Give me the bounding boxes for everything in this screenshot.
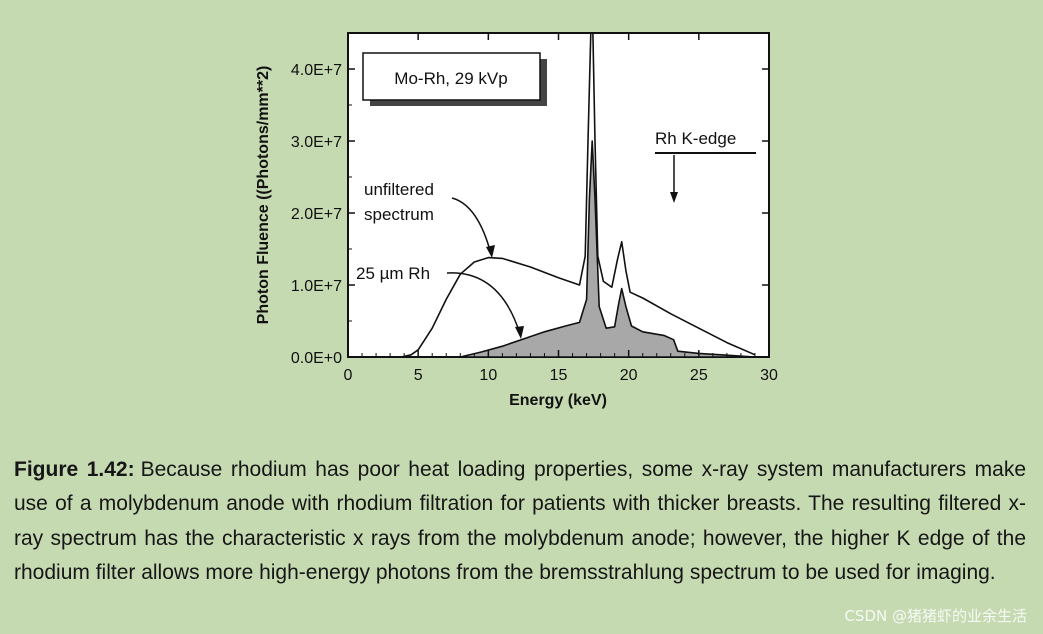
unfiltered-label-line2: spectrum <box>364 205 434 224</box>
k-edge-label: Rh K-edge <box>655 129 736 148</box>
y-tick-label: 1.0E+7 <box>291 278 342 295</box>
x-tick-label: 10 <box>479 367 497 384</box>
series-unfiltered-line <box>401 32 756 358</box>
x-tick-label: 5 <box>414 367 423 384</box>
x-axis-ticks: 0 5 10 15 20 25 30 <box>344 33 778 384</box>
spectrum-figure: 0 5 10 15 20 25 30 0.0E+0 1.0E+7 2.0E+7 3.0E+7 4.0… <box>255 32 778 409</box>
y-axis-title: Photon Fluence ((Photons/mm**2) <box>255 66 272 325</box>
unfiltered-arrowhead <box>486 245 495 258</box>
series-layer <box>401 32 756 358</box>
x-tick-label: 0 <box>344 367 353 384</box>
k-edge-arrowhead <box>670 192 678 203</box>
x-tick-label: 30 <box>760 367 778 384</box>
y-tick-label: 2.0E+7 <box>291 206 342 223</box>
unfiltered-label-line1: unfiltered <box>364 180 434 199</box>
y-tick-label: 0.0E+0 <box>291 350 342 367</box>
series-filtered-area <box>459 140 756 358</box>
x-tick-label: 15 <box>550 367 568 384</box>
filtered-pointer <box>446 272 521 335</box>
unfiltered-pointer <box>451 197 492 255</box>
figure-caption: Figure 1.42: Because rhodium has poor hea… <box>14 453 1026 590</box>
y-axis-ticks: 0.0E+0 1.0E+7 2.0E+7 3.0E+7 4.0E+7 <box>291 62 769 367</box>
x-tick-label: 20 <box>620 367 638 384</box>
watermark: CSDN @猪猪虾的业余生活 <box>844 607 1027 625</box>
y-tick-label: 4.0E+7 <box>291 62 342 79</box>
y-tick-label: 3.0E+7 <box>291 134 342 151</box>
legend-box <box>362 52 541 101</box>
x-axis-title: Energy (keV) <box>509 392 607 409</box>
caption-text: Because rhodium has poor heat loading pr… <box>14 458 1027 584</box>
filtered-label: 25 µm Rh <box>356 264 430 283</box>
x-tick-label: 25 <box>690 367 708 384</box>
filtered-arrowhead <box>515 326 524 339</box>
caption-label: Figure 1.42: <box>14 458 135 481</box>
legend-box-text: Mo-Rh, 29 kVp <box>394 69 507 88</box>
